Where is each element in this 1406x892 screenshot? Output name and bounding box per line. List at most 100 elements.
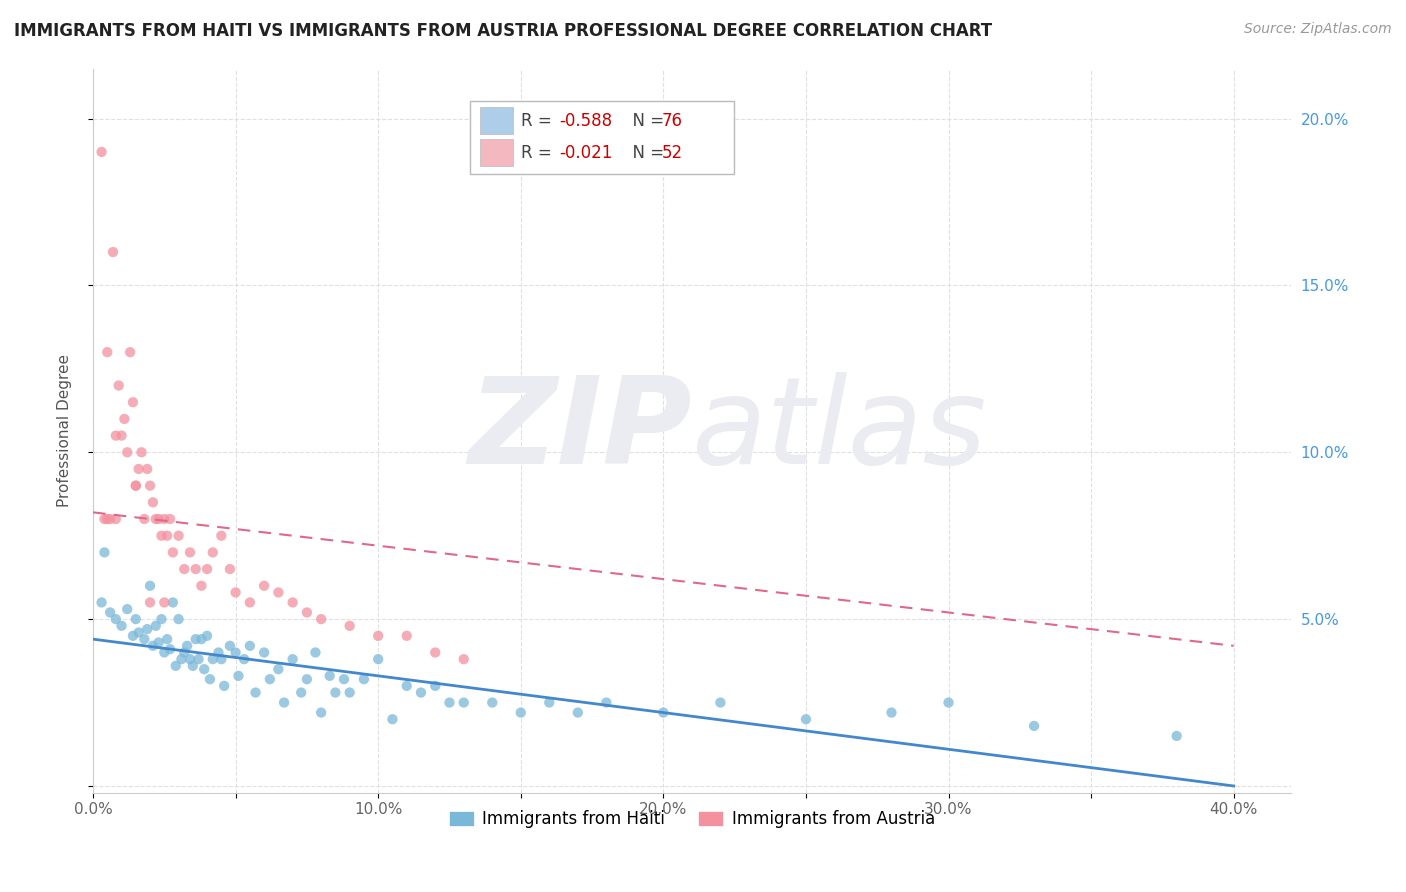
Point xyxy=(150,529,173,543)
Point xyxy=(98,512,121,526)
Point xyxy=(104,612,127,626)
Point xyxy=(145,512,167,526)
Point xyxy=(239,595,262,609)
Point xyxy=(295,606,318,620)
Point xyxy=(481,696,503,710)
Point xyxy=(325,685,347,699)
Point xyxy=(162,595,184,609)
Point xyxy=(101,245,124,260)
Point xyxy=(309,706,332,720)
Point xyxy=(281,652,304,666)
Text: R =: R = xyxy=(520,144,557,161)
Point xyxy=(290,685,312,699)
Point xyxy=(794,712,817,726)
Point xyxy=(367,652,389,666)
Point xyxy=(104,428,127,442)
Point xyxy=(145,619,167,633)
Point xyxy=(339,619,361,633)
Point xyxy=(339,685,361,699)
Point xyxy=(201,652,224,666)
Point xyxy=(395,629,418,643)
Point xyxy=(318,669,340,683)
Point xyxy=(187,652,209,666)
Point xyxy=(139,478,162,492)
Text: N =: N = xyxy=(623,112,669,129)
Point xyxy=(148,512,170,526)
Point xyxy=(281,595,304,609)
Point xyxy=(225,585,247,599)
Point xyxy=(259,672,281,686)
Point xyxy=(165,658,187,673)
Point xyxy=(193,662,215,676)
Point xyxy=(96,345,118,359)
Point xyxy=(139,595,162,609)
Text: -0.588: -0.588 xyxy=(560,112,612,129)
Point xyxy=(128,625,150,640)
Point xyxy=(595,696,617,710)
Point xyxy=(159,642,181,657)
Point xyxy=(142,639,165,653)
Point xyxy=(90,145,112,159)
Point xyxy=(110,428,132,442)
Y-axis label: Professional Degree: Professional Degree xyxy=(58,354,72,507)
Point xyxy=(367,629,389,643)
Point xyxy=(395,679,418,693)
FancyBboxPatch shape xyxy=(479,107,513,135)
Point xyxy=(184,562,207,576)
Point xyxy=(131,445,153,459)
Point xyxy=(128,462,150,476)
Point xyxy=(176,639,198,653)
Point xyxy=(173,562,195,576)
Point xyxy=(938,696,960,710)
Point xyxy=(96,512,118,526)
Point xyxy=(139,579,162,593)
Point xyxy=(115,602,138,616)
Point xyxy=(209,652,232,666)
Legend: Immigrants from Haiti, Immigrants from Austria: Immigrants from Haiti, Immigrants from A… xyxy=(441,804,942,835)
Point xyxy=(136,462,159,476)
Point xyxy=(153,646,176,660)
Point xyxy=(425,646,447,660)
Point xyxy=(90,595,112,609)
Point xyxy=(439,696,461,710)
Point xyxy=(538,696,561,710)
Point xyxy=(156,529,179,543)
Point xyxy=(1166,729,1188,743)
FancyBboxPatch shape xyxy=(470,101,734,174)
Point xyxy=(567,706,589,720)
Point xyxy=(148,635,170,649)
Text: Source: ZipAtlas.com: Source: ZipAtlas.com xyxy=(1244,22,1392,37)
Point xyxy=(1022,719,1045,733)
Point xyxy=(98,606,121,620)
Point xyxy=(233,652,256,666)
Text: atlas: atlas xyxy=(692,372,987,489)
Point xyxy=(153,512,176,526)
Text: IMMIGRANTS FROM HAITI VS IMMIGRANTS FROM AUSTRIA PROFESSIONAL DEGREE CORRELATION: IMMIGRANTS FROM HAITI VS IMMIGRANTS FROM… xyxy=(14,22,993,40)
Point xyxy=(209,529,232,543)
Point xyxy=(509,706,531,720)
Point xyxy=(219,562,242,576)
Text: R =: R = xyxy=(520,112,557,129)
Point xyxy=(267,662,290,676)
Point xyxy=(190,632,212,647)
Point xyxy=(179,652,201,666)
Point xyxy=(453,652,475,666)
Point xyxy=(93,512,115,526)
Point xyxy=(201,545,224,559)
Point xyxy=(709,696,731,710)
Point xyxy=(122,629,145,643)
Point xyxy=(207,646,229,660)
Text: 76: 76 xyxy=(662,112,683,129)
Point xyxy=(134,512,156,526)
Point xyxy=(112,412,135,426)
Point xyxy=(107,378,129,392)
Point xyxy=(156,632,179,647)
Point xyxy=(333,672,356,686)
Point xyxy=(425,679,447,693)
Point xyxy=(142,495,165,509)
Point xyxy=(190,579,212,593)
Point xyxy=(304,646,326,660)
Point xyxy=(219,639,242,653)
Point xyxy=(122,395,145,409)
Point xyxy=(295,672,318,686)
